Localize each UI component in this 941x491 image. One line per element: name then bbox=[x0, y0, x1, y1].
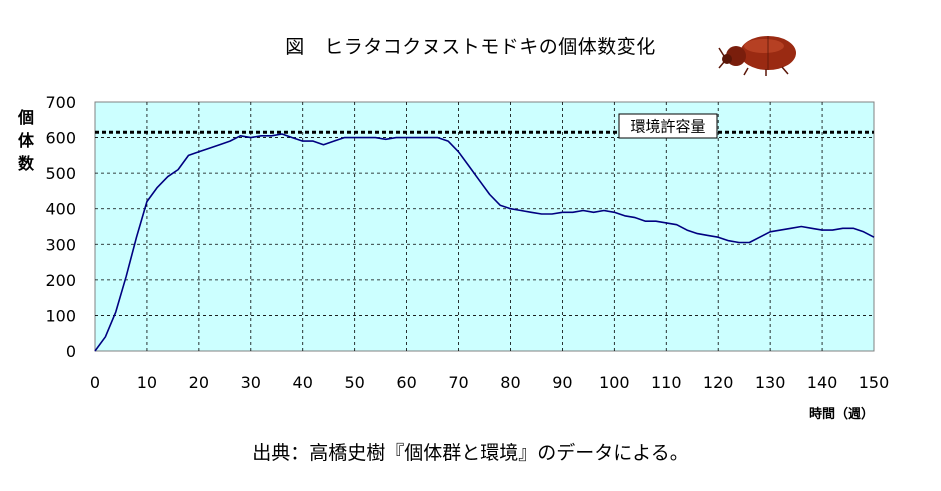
x-tick-label: 120 bbox=[703, 373, 734, 392]
x-tick-label: 10 bbox=[137, 373, 157, 392]
carrying-capacity-label: 環境許容量 bbox=[630, 118, 705, 136]
y-tick-label: 700 bbox=[45, 93, 76, 112]
x-tick-label: 130 bbox=[755, 373, 786, 392]
beetle-icon bbox=[718, 36, 796, 76]
population-series-line bbox=[94, 133, 875, 352]
y-axis-label-char: 個 bbox=[17, 108, 34, 127]
x-tick-label: 0 bbox=[90, 373, 100, 392]
y-tick-label: 100 bbox=[45, 306, 76, 325]
x-tick-label: 110 bbox=[651, 373, 682, 392]
y-tick-label: 400 bbox=[45, 200, 76, 219]
y-tick-label: 200 bbox=[45, 271, 76, 290]
x-tick-label: 140 bbox=[807, 373, 838, 392]
x-tick-label: 50 bbox=[344, 373, 364, 392]
x-tick-label: 150 bbox=[859, 373, 890, 392]
y-axis-label-char: 体 bbox=[18, 131, 35, 150]
y-tick-label: 600 bbox=[45, 129, 76, 148]
x-tick-label: 90 bbox=[552, 373, 572, 392]
plot-area bbox=[94, 101, 875, 352]
x-tick-label: 70 bbox=[448, 373, 468, 392]
y-tick-label: 0 bbox=[66, 342, 76, 361]
x-axis-label: 時間（週） bbox=[809, 406, 874, 422]
x-tick-label: 100 bbox=[599, 373, 630, 392]
x-tick-label: 40 bbox=[293, 373, 313, 392]
x-tick-label: 60 bbox=[396, 373, 416, 392]
carrying-capacity-label-box bbox=[618, 113, 718, 139]
x-tick-label: 30 bbox=[241, 373, 261, 392]
y-tick-label: 500 bbox=[45, 164, 76, 183]
y-axis-label-char: 数 bbox=[18, 154, 35, 173]
x-tick-label: 20 bbox=[189, 373, 209, 392]
x-tick-label: 80 bbox=[500, 373, 520, 392]
y-tick-label: 300 bbox=[45, 235, 76, 254]
chart-title: 図 ヒラタコクヌストモドキの個体数変化 bbox=[285, 36, 656, 58]
source-caption: 出典：高橋史樹『個体群と環境』のデータによる。 bbox=[252, 442, 689, 464]
